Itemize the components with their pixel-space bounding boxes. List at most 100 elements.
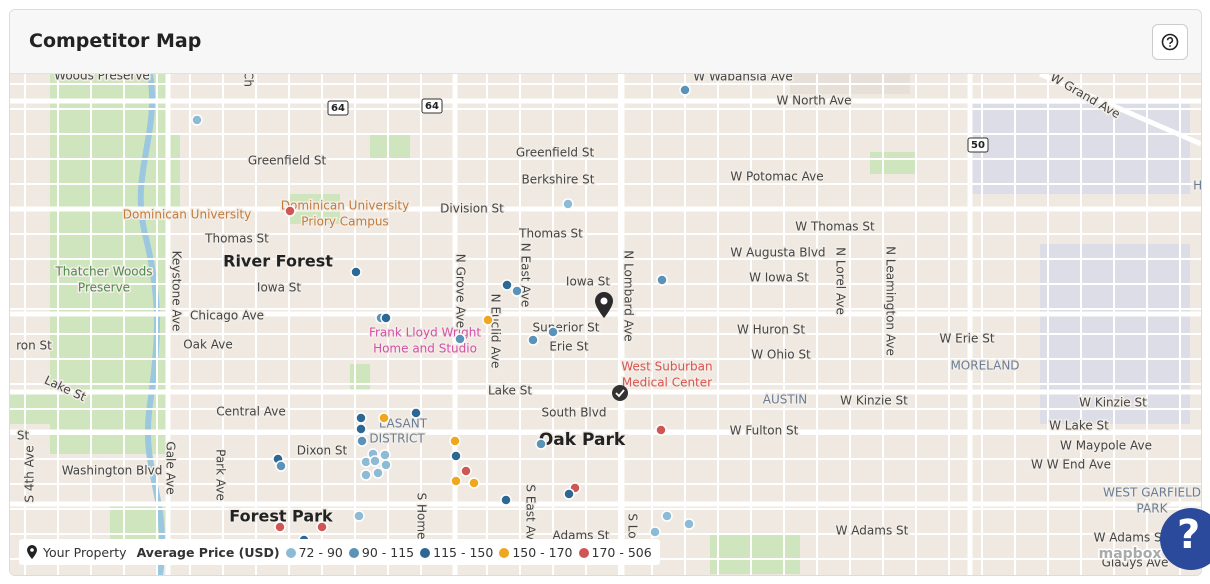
map-label: Chicago Ave bbox=[190, 309, 264, 323]
competitor-marker bbox=[449, 435, 461, 447]
map-label: DISTRICT bbox=[369, 432, 425, 446]
map-label: W North Ave bbox=[776, 94, 851, 108]
legend-swatch bbox=[348, 547, 359, 558]
legend-item: 150 - 170 bbox=[499, 544, 573, 560]
competitor-marker bbox=[500, 494, 512, 506]
map-label: N Grove Ave bbox=[454, 254, 468, 328]
park bbox=[710, 534, 800, 574]
map[interactable]: 64 64 50 Woods Preserve W Wabansia Ave W Nort… bbox=[10, 74, 1201, 576]
legend-label: 115 - 150 bbox=[433, 544, 494, 560]
help-button[interactable] bbox=[1152, 24, 1188, 60]
pin-icon bbox=[27, 545, 37, 559]
competitor-marker bbox=[450, 450, 462, 462]
map-label: W Erie St bbox=[939, 332, 994, 346]
competitor-marker bbox=[380, 312, 392, 324]
map-label: Iowa St bbox=[566, 275, 610, 289]
map-label: Lake St bbox=[488, 384, 532, 398]
map-label: Dixon St bbox=[297, 444, 348, 458]
map-label: W Adams St bbox=[1094, 531, 1167, 545]
map-label: Superior St bbox=[533, 321, 600, 335]
map-label: Thomas St bbox=[204, 232, 269, 246]
competitor-marker bbox=[661, 510, 673, 522]
map-label: Ch bbox=[242, 74, 256, 87]
map-label: Medical Center bbox=[622, 376, 712, 390]
map-label: PARK bbox=[1137, 502, 1169, 516]
legend-item: 72 - 90 bbox=[285, 544, 343, 560]
legend-property: Your Property bbox=[43, 544, 127, 560]
chat-icon: ? bbox=[1177, 512, 1201, 558]
map-label: S East Ave bbox=[524, 484, 538, 547]
map-label: N Lorel Ave bbox=[834, 247, 848, 315]
map-label: W Augusta Blvd bbox=[730, 246, 825, 260]
road-shield-label: 50 bbox=[971, 140, 985, 151]
map-label: Gladys Ave bbox=[1102, 556, 1169, 570]
map-label: Iowa St bbox=[257, 281, 301, 295]
map-label: W Fulton St bbox=[730, 424, 799, 438]
major-road bbox=[1039, 74, 1201, 147]
map-label: Preserve bbox=[78, 281, 130, 295]
competitor-marker bbox=[460, 465, 472, 477]
legend: Your Property Average Price (USD) 72 - 9… bbox=[19, 539, 660, 565]
competitor-marker bbox=[355, 423, 367, 435]
competitor-marker bbox=[316, 521, 328, 533]
competitor-marker bbox=[450, 475, 462, 487]
map-label: Greenfield St bbox=[248, 154, 327, 168]
competitor-marker bbox=[547, 326, 559, 338]
map-label: W Lake St bbox=[1049, 419, 1109, 433]
map-label: N East Ave bbox=[519, 243, 533, 308]
competitor-marker bbox=[656, 274, 668, 286]
competitor-marker bbox=[380, 459, 392, 471]
legend-label: 72 - 90 bbox=[298, 544, 343, 560]
competitor-marker bbox=[683, 518, 695, 530]
map-label: MORELAND bbox=[950, 359, 1019, 373]
property-pin bbox=[595, 292, 613, 318]
map-label: W Kinzie St bbox=[840, 394, 908, 408]
competitor-marker bbox=[284, 205, 296, 217]
map-label: River Forest bbox=[223, 252, 333, 271]
map-label: N Lombard Ave bbox=[622, 250, 636, 341]
road-shield bbox=[421, 98, 443, 114]
map-label: Erie St bbox=[549, 340, 589, 354]
map-label: S Lo bbox=[626, 513, 640, 538]
competitor-marker bbox=[379, 449, 391, 461]
competitor-marker bbox=[655, 424, 667, 436]
competitor-marker bbox=[353, 510, 365, 522]
map-label: Dominican University bbox=[123, 208, 251, 222]
competitor-marker bbox=[355, 412, 367, 424]
map-label: W W End Ave bbox=[1031, 458, 1111, 472]
map-label: Frank Lloyd Wright bbox=[369, 326, 481, 340]
map-label: Berkshire St bbox=[522, 173, 595, 187]
map-label: Dominican University bbox=[281, 199, 409, 213]
road-shield bbox=[967, 137, 989, 153]
competitor-marker bbox=[372, 467, 384, 479]
pin-shape bbox=[595, 292, 613, 318]
map-label: W Thomas St bbox=[795, 220, 875, 234]
competitor-marker bbox=[360, 469, 372, 481]
map-label: W Wabansia Ave bbox=[693, 74, 792, 84]
map-label: Gale Ave bbox=[164, 441, 178, 494]
competitor-marker bbox=[563, 488, 575, 500]
competitor-marker bbox=[535, 438, 547, 450]
legend-label: 170 - 506 bbox=[591, 544, 652, 560]
legend-label: 90 - 115 bbox=[361, 544, 415, 560]
competitor-marker bbox=[527, 334, 539, 346]
checked-marker bbox=[612, 385, 628, 401]
competitor-marker bbox=[468, 477, 480, 489]
map-label: Keystone Ave bbox=[170, 251, 184, 332]
chat-bubble[interactable]: ? bbox=[1160, 508, 1210, 570]
legend-label: 150 - 170 bbox=[512, 544, 573, 560]
map-label: W Adams St bbox=[836, 524, 909, 538]
help-icon bbox=[1161, 33, 1179, 51]
legend-item: 115 - 150 bbox=[420, 545, 493, 560]
road-shield-label: 64 bbox=[331, 103, 345, 114]
map-label: St bbox=[17, 429, 30, 443]
map-label: W Ohio St bbox=[751, 348, 811, 362]
road-shield bbox=[327, 100, 349, 116]
competitor-marker bbox=[679, 84, 691, 96]
map-label: N Leamington Ave bbox=[884, 246, 898, 356]
legend-swatch bbox=[285, 547, 296, 558]
legend-swatch bbox=[499, 547, 510, 558]
map-label: N Euclid Ave bbox=[489, 294, 503, 369]
map-label: AUSTIN bbox=[763, 393, 807, 407]
map-card: Competitor Map 64 64 50 Woods Preserve W Wab… bbox=[9, 9, 1202, 576]
